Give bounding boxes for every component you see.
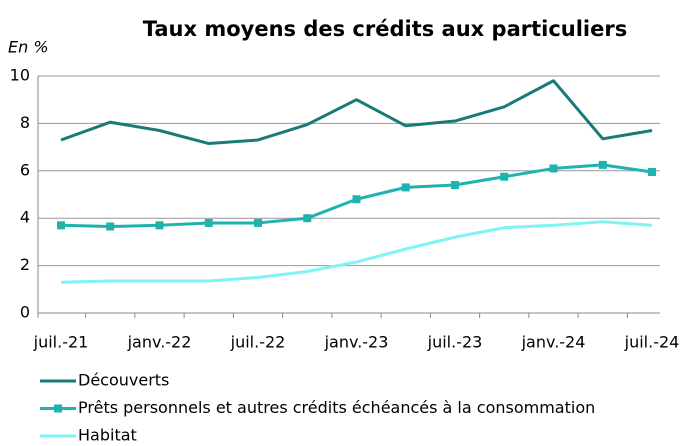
marker	[648, 167, 656, 176]
chart-title: Taux moyens des crédits aux particuliers	[143, 17, 627, 41]
series-line	[60, 79, 653, 146]
y-tick-label: 4	[20, 208, 30, 227]
x-tick-label: juil.-21	[33, 333, 89, 352]
marker	[155, 221, 164, 230]
legend-label: Habitat	[78, 426, 137, 445]
legend-label: Découverts	[78, 371, 169, 390]
marker	[549, 164, 558, 173]
x-tick-label: juil.-24	[624, 333, 680, 352]
x-tick-label: juil.-23	[427, 333, 483, 352]
marker	[352, 195, 361, 204]
y-tick-label: 10	[10, 66, 30, 85]
legend-label: Prêts personnels et autres crédits échéa…	[78, 398, 595, 417]
marker	[254, 218, 262, 227]
y-tick-label: 8	[20, 113, 30, 132]
marker	[204, 218, 213, 227]
marker	[598, 160, 607, 169]
marker	[57, 221, 65, 230]
y-tick-label: 0	[20, 303, 30, 322]
marker	[451, 181, 459, 190]
x-tick-label: janv.-22	[127, 333, 192, 352]
x-tick-label: janv.-24	[521, 333, 586, 352]
marker	[106, 222, 115, 231]
marker	[303, 214, 312, 223]
marker	[401, 183, 410, 192]
y-tick-label: 6	[20, 160, 30, 179]
y-tick-label: 2	[20, 255, 30, 274]
legend-marker	[54, 404, 62, 413]
series-line	[60, 220, 653, 284]
x-tick-label: juil.-22	[230, 333, 286, 352]
y-axis-label: En %	[8, 38, 49, 57]
marker	[500, 172, 509, 181]
x-tick-label: janv.-23	[324, 333, 389, 352]
